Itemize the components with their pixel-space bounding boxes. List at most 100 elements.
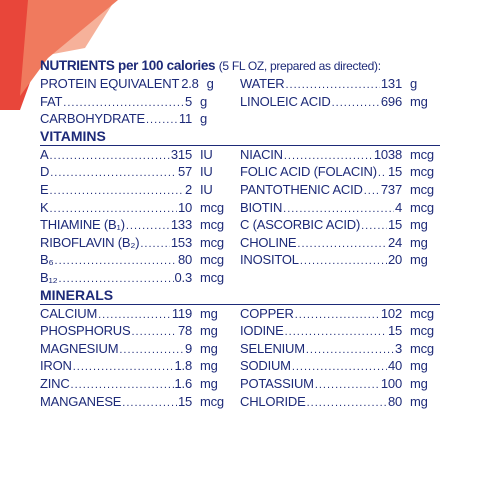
nutrient-name: CALCIUM — [40, 305, 98, 321]
nutrient-name: LINOLEIC ACID — [240, 93, 331, 109]
minerals-heading: MINERALS — [40, 287, 440, 305]
nutrient-value: 131 — [380, 76, 402, 91]
nutrient-name: CARBOHYDRATE — [40, 111, 145, 127]
nutrient-name: PHOSPHORUS — [40, 323, 131, 339]
nutrient-value: 15 — [387, 164, 402, 180]
corner-shapes-icon — [0, 0, 118, 110]
nutrient-unit: mcg — [200, 234, 224, 250]
leader-dots — [55, 253, 177, 271]
nutrient-unit: mcg — [410, 340, 434, 356]
nutrient-row: WATER 131 g — [240, 75, 440, 93]
nutrient-panel: NUTRIENTS per 100 calories (5 FL OZ, pre… — [40, 57, 440, 410]
nutrient-row: LINOLEIC ACID 696 mg — [240, 93, 440, 111]
nutrient-row: CHLORIDE 80 mg — [240, 393, 440, 411]
leader-dots — [59, 271, 174, 289]
nutrient-name: PROTEIN EQUIVALENT — [40, 76, 180, 91]
nutrient-value: 153 — [170, 234, 192, 250]
nutrient-name: SODIUM — [240, 358, 291, 374]
nutrient-unit: mcg — [200, 252, 224, 268]
nutrient-value: 40 — [387, 358, 402, 374]
nutrient-row: B₆ 80 mcg — [40, 251, 230, 269]
leader-dots — [73, 359, 174, 377]
nutrient-value: 57 — [177, 164, 192, 180]
nutrient-value: 11 — [178, 111, 192, 127]
nutrient-unit: mg — [410, 217, 428, 233]
nutrient-name: D — [40, 164, 50, 180]
nutrient-row: POTASSIUM 100 mg — [240, 375, 440, 393]
leader-dots — [50, 165, 177, 183]
nutrient-value: 2.8 — [181, 76, 199, 91]
nutrient-unit: mg — [410, 358, 428, 374]
vitamins-heading: VITAMINS — [40, 128, 440, 146]
panel-subtitle: (5 FL OZ, prepared as directed): — [218, 59, 381, 73]
nutrient-value: 4 — [394, 199, 402, 215]
nutrient-name: POTASSIUM — [240, 375, 314, 391]
nutrient-value: 78 — [177, 323, 192, 339]
nutrient-unit: g — [206, 76, 214, 91]
nutrient-unit: g — [200, 111, 208, 127]
nutrient-name: CHOLINE — [240, 234, 297, 250]
nutrient-row: CALCIUM 119 mg — [40, 305, 230, 323]
nutrient-unit: mg — [410, 234, 428, 250]
nutrient-unit: g — [410, 76, 418, 91]
nutrient-name: A — [40, 146, 49, 162]
minerals-right-column: COPPER102mcgIODINE15mcgSELENIUM3mcgSODIU… — [240, 305, 440, 411]
general-right-column: WATER 131 g LINOLEIC ACID 696 mg — [240, 75, 440, 128]
nutrient-value: 1.6 — [174, 375, 193, 391]
general-left-column: PROTEIN EQUIVALENT2.8gFAT5gCARBOHYDRATE1… — [40, 75, 230, 128]
nutrient-value: 2 — [184, 181, 192, 197]
nutrient-row: C (ASCORBIC ACID) 15 mg — [240, 216, 440, 234]
nutrient-row: THIAMINE (B₁) 133 mcg — [40, 216, 230, 234]
leader-dots — [307, 395, 387, 413]
nutrient-unit: g — [200, 93, 208, 109]
nutrient-row: SELENIUM 3 mcg — [240, 340, 440, 358]
nutrient-row: FAT 5g — [40, 93, 230, 111]
nutrient-name: COPPER — [240, 305, 294, 321]
nutrient-row: BIOTIN 4 mcg — [240, 199, 440, 217]
nutrient-row: PROTEIN EQUIVALENT 2.8 g — [40, 75, 230, 93]
nutrient-name: FOLIC ACID (FOLACIN) — [240, 164, 377, 180]
nutrient-row: SODIUM 40 mg — [240, 357, 440, 375]
nutrient-row: IRON 1.8 mg — [40, 357, 230, 375]
leader-dots — [49, 183, 183, 201]
nutrient-value: 133 — [170, 217, 192, 233]
nutrient-value: 24 — [387, 234, 402, 250]
nutrient-name: K — [40, 199, 49, 215]
nutrient-unit: mg — [200, 305, 218, 321]
nutrient-name: PANTOTHENIC ACID — [240, 181, 363, 197]
nutrient-name: MAGNESIUM — [40, 340, 119, 356]
nutrient-value: 737 — [380, 181, 402, 197]
leader-dots — [332, 95, 380, 113]
nutrient-unit: mcg — [410, 181, 434, 197]
nutrient-unit: mg — [410, 252, 428, 268]
nutrient-row: A 315 IU — [40, 146, 230, 164]
nutrient-row: MANGANESE 15 mcg — [40, 393, 230, 411]
nutrient-unit: IU — [200, 164, 213, 180]
leader-dots — [364, 183, 380, 201]
nutrient-unit: mcg — [200, 393, 224, 409]
leader-dots — [315, 377, 380, 395]
nutrient-row: E 2 IU — [40, 181, 230, 199]
nutrient-unit: mcg — [410, 146, 434, 162]
nutrient-row: NIACIN 1038 mcg — [240, 146, 440, 164]
nutrient-name: B₁₂ — [40, 269, 58, 285]
nutrient-unit: mcg — [410, 323, 434, 339]
nutrient-name: C (ASCORBIC ACID) — [240, 217, 361, 233]
nutrient-name: IRON — [40, 358, 72, 374]
nutrient-value: 5 — [184, 93, 192, 109]
nutrient-name: IODINE — [240, 323, 284, 339]
nutrient-unit: mg — [200, 323, 218, 339]
leader-dots — [295, 307, 380, 325]
nutrient-name: SELENIUM — [240, 340, 305, 356]
nutrient-unit: mcg — [410, 199, 434, 215]
nutrient-value: 10 — [177, 199, 192, 215]
nutrient-row: PHOSPHORUS 78 mg — [40, 322, 230, 340]
nutrient-row: ZINC 1.6 mg — [40, 375, 230, 393]
nutrient-row: PANTOTHENIC ACID 737 mcg — [240, 181, 440, 199]
leader-dots — [146, 112, 178, 130]
leader-dots — [122, 395, 177, 413]
nutrient-row: RIBOFLAVIN (B₂) 153 mcg — [40, 234, 230, 252]
nutrient-value: 15 — [387, 323, 402, 339]
nutrient-value: 100 — [380, 375, 402, 391]
nutrient-row: MAGNESIUM 9 mg — [40, 340, 230, 358]
